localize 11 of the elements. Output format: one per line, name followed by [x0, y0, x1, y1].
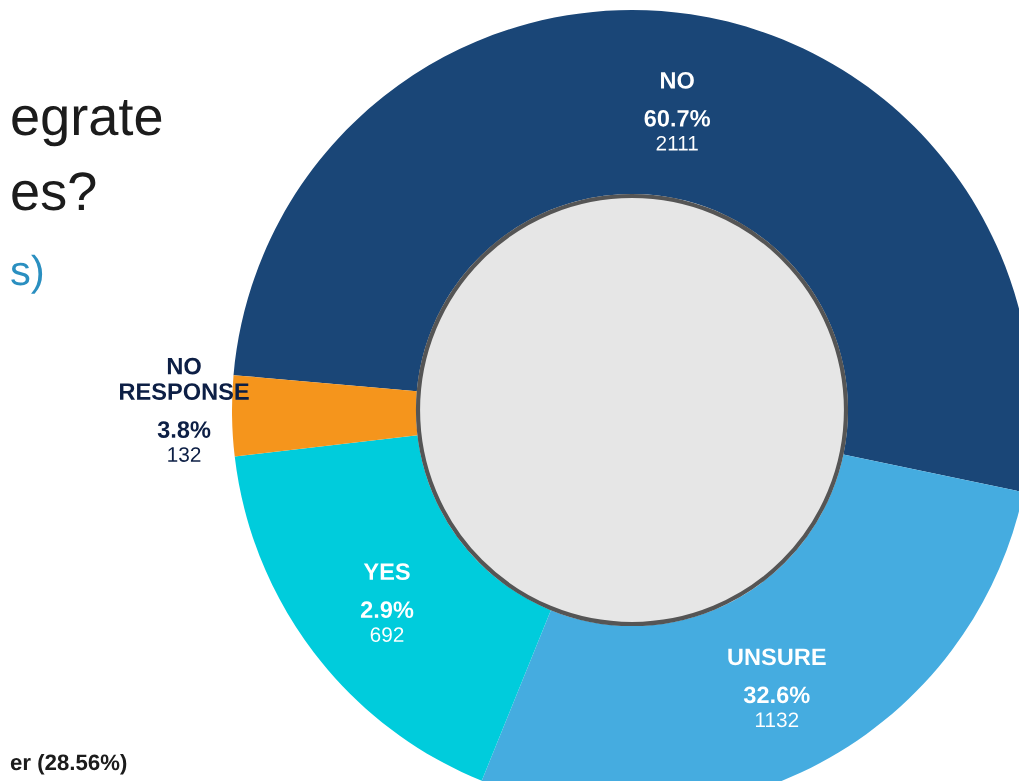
slice-label: UNSURE — [728, 648, 826, 666]
text: s) — [11, 254, 43, 294]
data-label: 2.9% 692 — [360, 601, 414, 642]
text: egrate — [12, 99, 162, 147]
data-label: 32.6% 1132 — [743, 686, 810, 728]
data-label: 3.8% 132 — [157, 421, 211, 462]
data-label: 60.7% 2111 — [644, 109, 711, 151]
slice-label: YES — [363, 563, 410, 581]
text: er (28.56%) — [10, 753, 127, 775]
slice-label: NO — [661, 71, 694, 89]
text: es? — [12, 172, 96, 211]
